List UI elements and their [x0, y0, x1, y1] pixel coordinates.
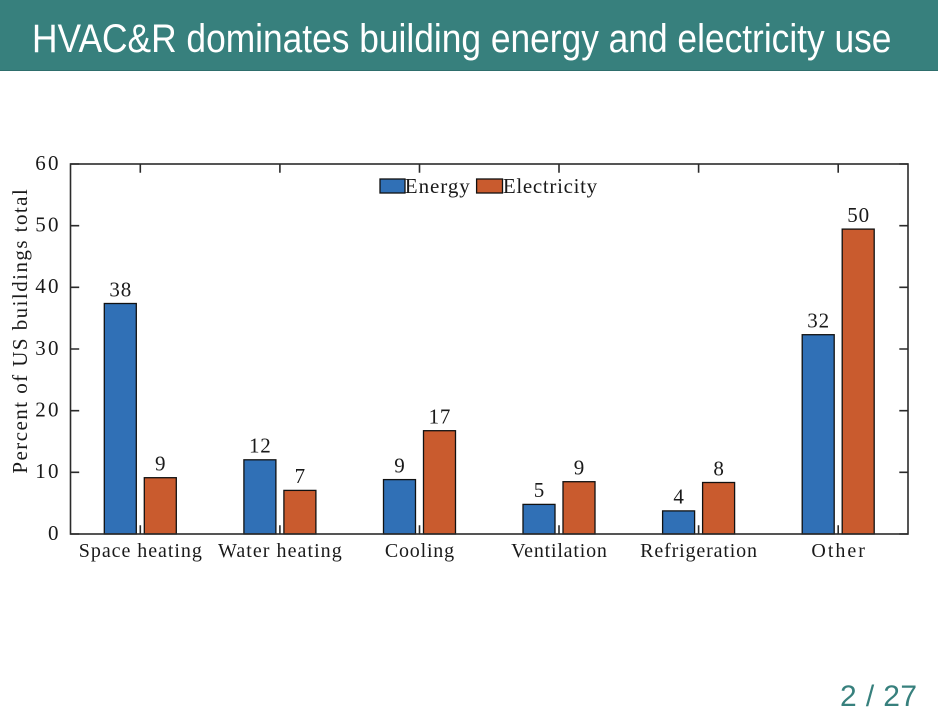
svg-text:10: 10	[35, 459, 60, 483]
svg-text:5: 5	[534, 478, 545, 502]
svg-text:Refrigeration: Refrigeration	[640, 540, 758, 562]
svg-text:9: 9	[574, 456, 585, 480]
svg-text:50: 50	[35, 213, 60, 237]
svg-text:Percent of US buildings total: Percent of US buildings total	[8, 188, 32, 474]
svg-text:9: 9	[394, 453, 405, 477]
svg-text:50: 50	[847, 203, 870, 227]
svg-text:30: 30	[35, 336, 60, 360]
svg-text:Ventilation: Ventilation	[511, 540, 608, 562]
svg-text:20: 20	[35, 398, 60, 422]
svg-text:40: 40	[35, 274, 60, 298]
svg-text:0: 0	[48, 521, 61, 545]
svg-text:Cooling: Cooling	[385, 540, 455, 562]
svg-text:9: 9	[155, 452, 166, 476]
svg-text:17: 17	[429, 405, 452, 429]
svg-text:7: 7	[295, 464, 306, 488]
svg-text:8: 8	[713, 456, 724, 480]
svg-text:Space heating: Space heating	[79, 540, 203, 562]
svg-text:Electricity: Electricity	[503, 174, 598, 198]
svg-text:32: 32	[807, 309, 830, 333]
svg-text:Energy: Energy	[405, 174, 471, 198]
svg-text:60: 60	[35, 151, 60, 175]
svg-text:Water heating: Water heating	[218, 540, 343, 562]
svg-text:4: 4	[673, 485, 684, 509]
svg-text:Other: Other	[811, 540, 867, 562]
svg-text:12: 12	[249, 434, 272, 458]
svg-text:38: 38	[109, 277, 132, 301]
